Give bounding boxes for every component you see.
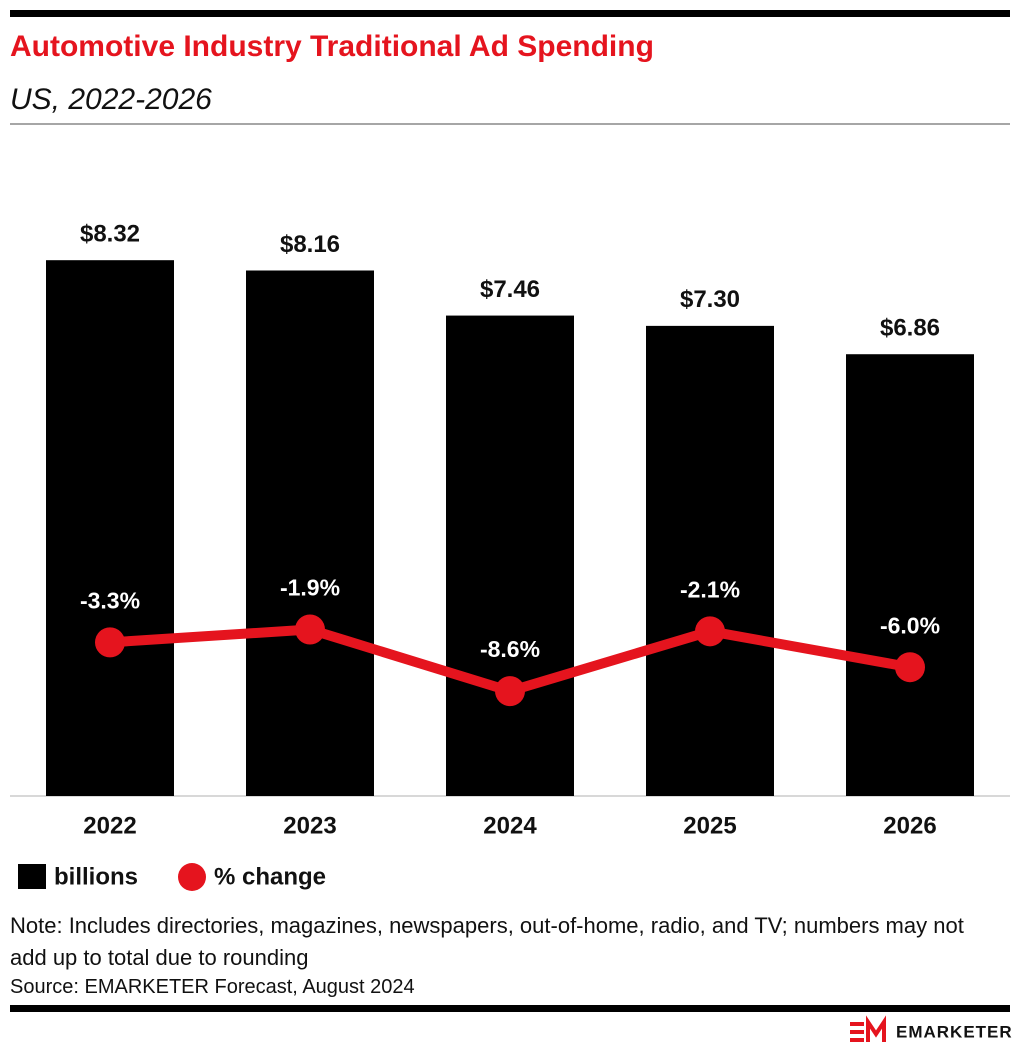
top-rule (10, 10, 1010, 17)
source: Source: EMARKETER Forecast, August 2024 (10, 976, 415, 998)
legend-label: billions (54, 863, 138, 890)
legend-swatch (178, 863, 206, 891)
bar (46, 260, 174, 796)
x-tick-label: 2024 (483, 812, 537, 839)
bar-value-label: $7.30 (680, 286, 740, 313)
logo-text: EMARKETER (896, 1022, 1013, 1041)
bar-value-label: $8.32 (80, 221, 140, 248)
line-value-label: -8.6% (480, 636, 540, 662)
x-tick-label: 2026 (883, 812, 936, 839)
line-point (895, 652, 925, 683)
legend-swatch (18, 864, 46, 889)
x-tick-label: 2023 (283, 812, 336, 839)
logo-icon (850, 1015, 886, 1042)
note: Note: Includes directories, magazines, n… (10, 913, 964, 970)
line-point (95, 627, 125, 658)
bar (846, 354, 974, 796)
bar-value-label: $8.16 (280, 231, 340, 258)
x-tick-label: 2022 (83, 812, 136, 839)
line-value-label: -1.9% (280, 575, 340, 601)
line-value-label: -6.0% (880, 612, 940, 638)
legend-label: % change (214, 863, 326, 890)
x-tick-label: 2025 (683, 812, 736, 839)
line-value-label: -3.3% (80, 587, 140, 613)
chart-subtitle: US, 2022-2026 (10, 83, 212, 116)
line-point (295, 614, 325, 645)
bar (646, 325, 774, 796)
chart-title: Automotive Industry Traditional Ad Spend… (10, 30, 654, 63)
bar-value-label: $6.86 (880, 315, 940, 342)
line-point (695, 616, 725, 647)
bar (446, 315, 574, 796)
bottom-rule (10, 1005, 1010, 1012)
bar (246, 270, 374, 797)
line-point (495, 676, 525, 707)
bar-value-label: $7.46 (480, 276, 540, 303)
line-value-label: -2.1% (680, 576, 740, 602)
